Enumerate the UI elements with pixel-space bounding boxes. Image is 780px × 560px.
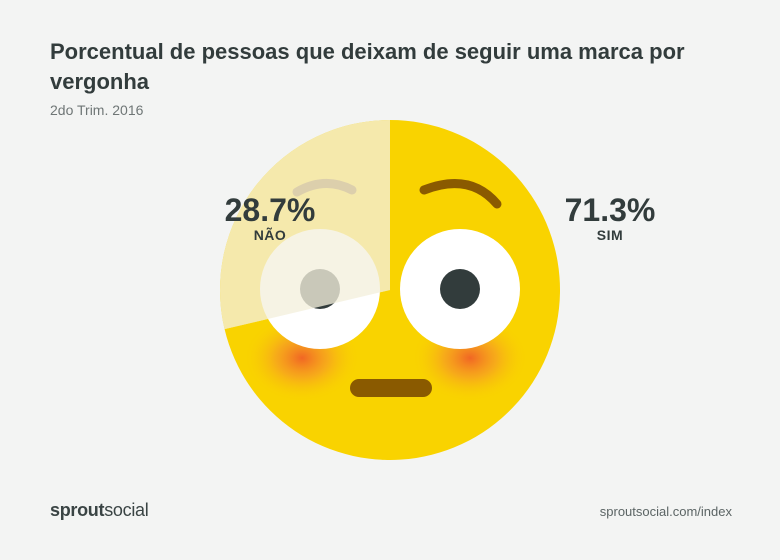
source-url: sproutsocial.com/index (599, 504, 732, 519)
data-label-sim-category: SIM (596, 227, 624, 243)
data-label-sim-value: 71.3% (564, 192, 656, 228)
chart-title: Porcentual de pessoas que deixam de segu… (50, 39, 685, 94)
pie-slice-nao-overlay (220, 120, 390, 330)
chart-subtitle: 2do Trim. 2016 (50, 102, 144, 118)
data-label-nao: 28.7% NÃO (210, 193, 330, 243)
sprout-social-logo: sproutsocial (50, 500, 149, 520)
data-label-sim: 71.3% SIM (550, 193, 670, 243)
right-pupil (440, 269, 480, 309)
mouth (350, 379, 432, 397)
data-label-nao-value: 28.7% (224, 192, 316, 228)
data-label-nao-category: NÃO (253, 227, 287, 243)
right-eyebrow (419, 179, 502, 209)
